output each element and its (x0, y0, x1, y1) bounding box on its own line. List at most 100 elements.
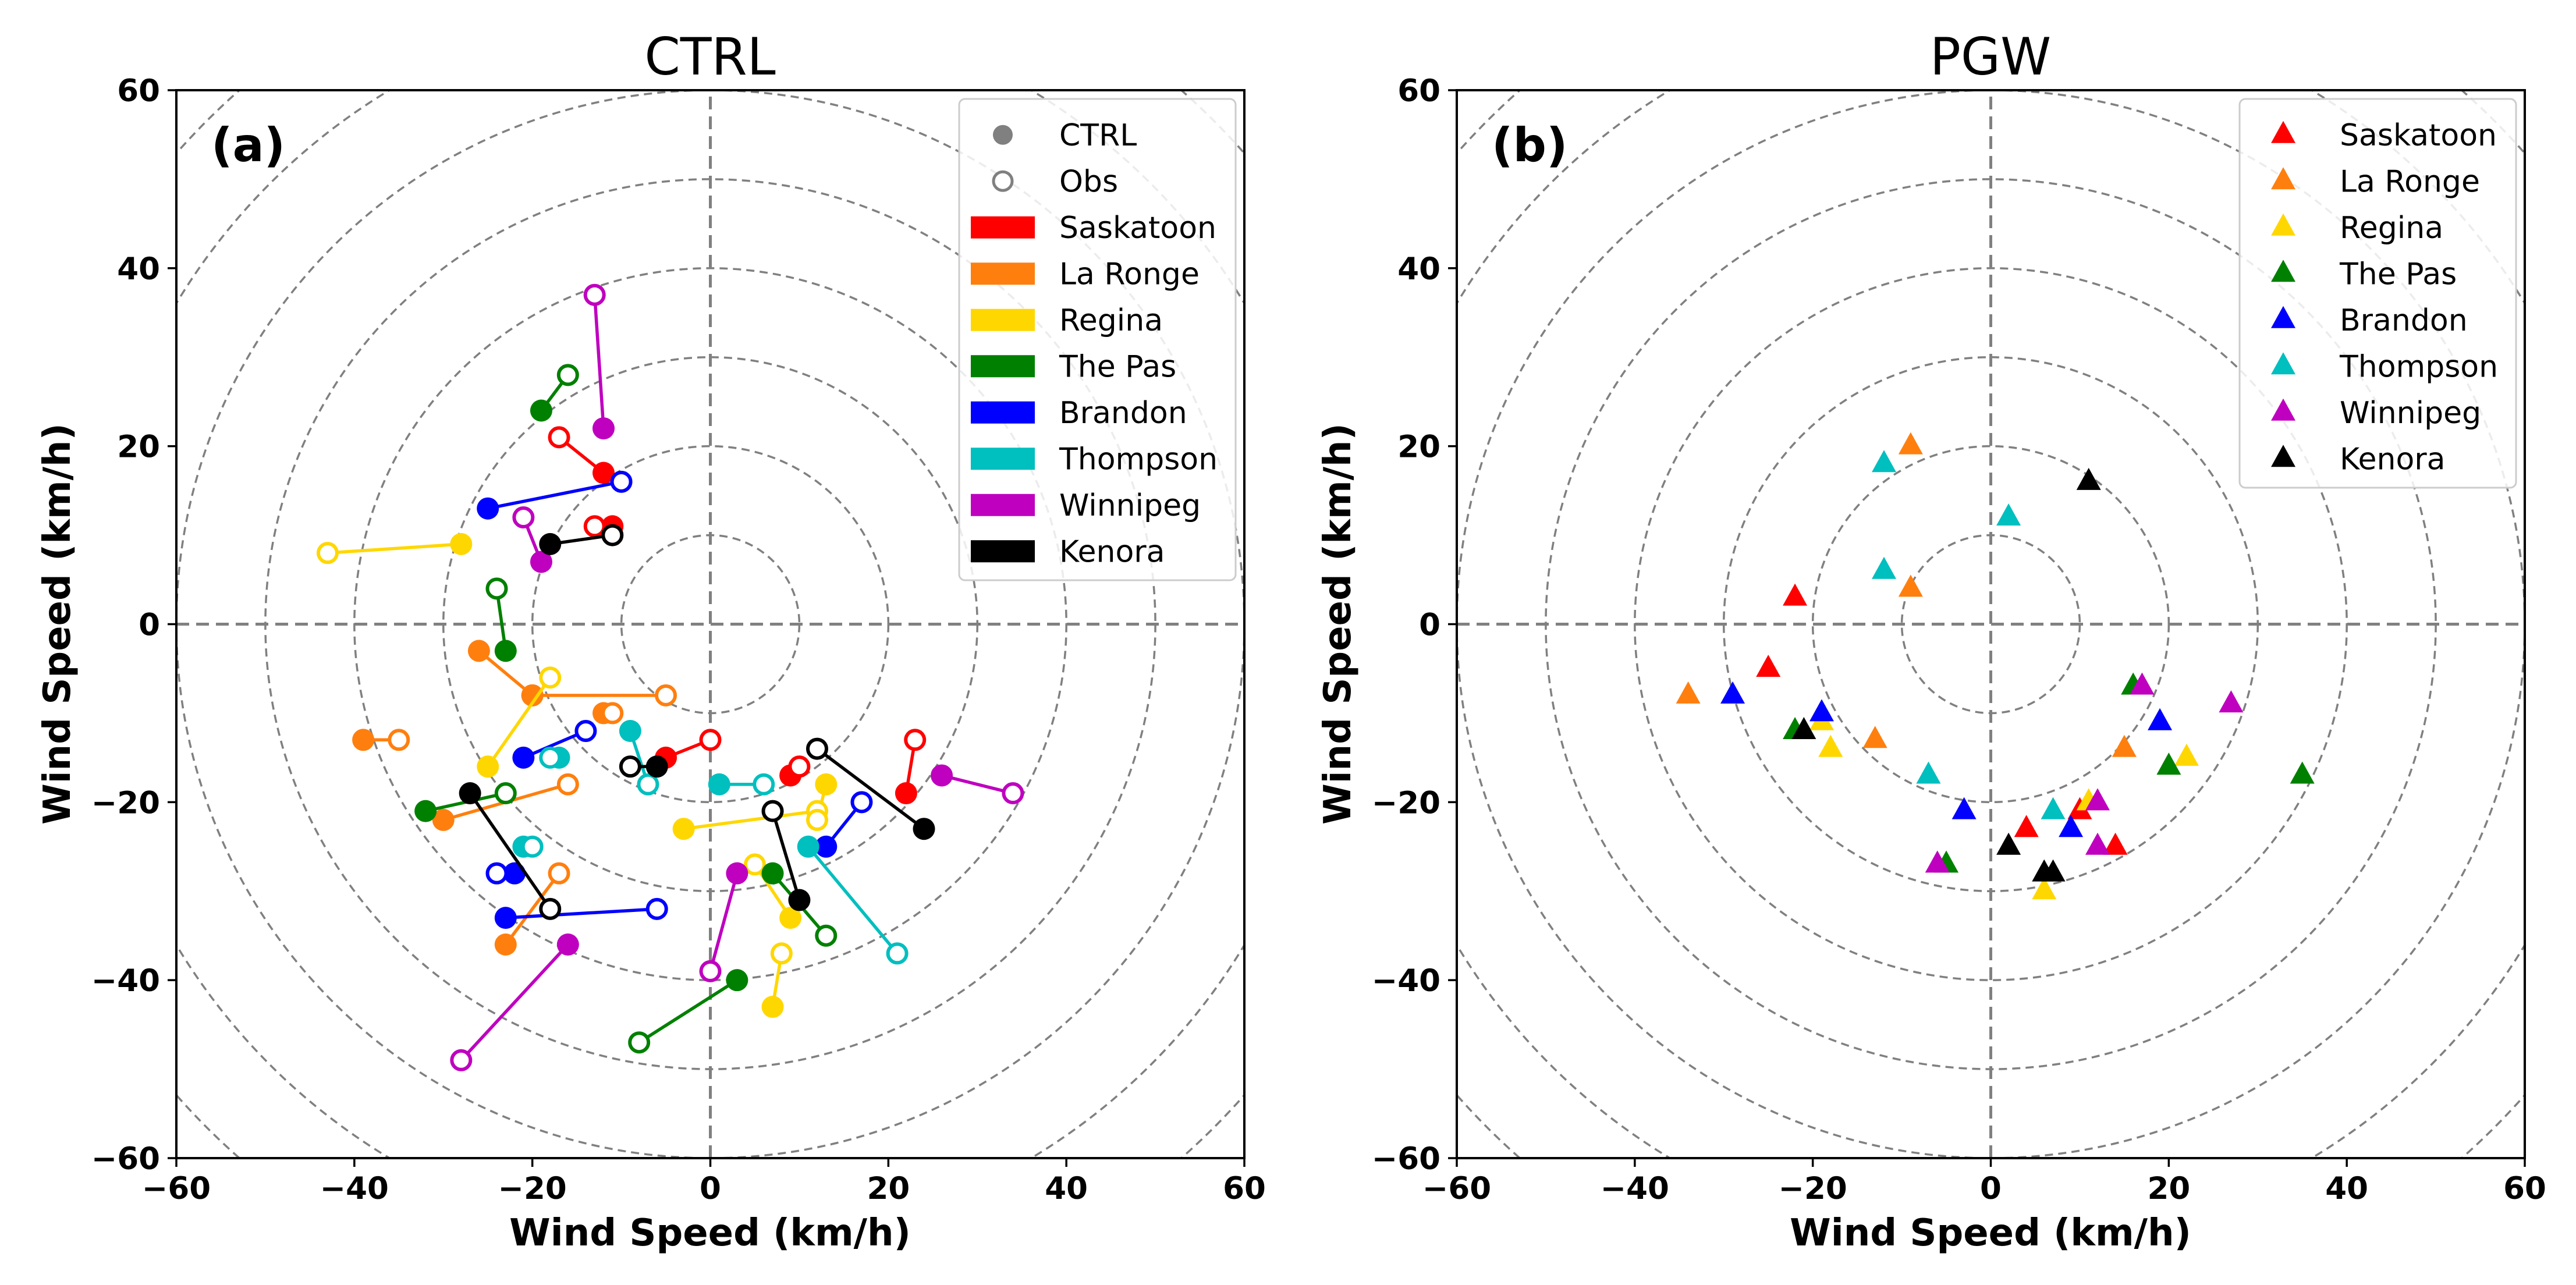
pgw-saskatoon-point-4 (2103, 832, 2128, 855)
ctrl-regina-obs-point-5 (806, 808, 828, 831)
pgw-the-pas-point-4 (2290, 761, 2315, 784)
ctrl-brandon-link-0 (487, 480, 622, 510)
ctrl-winnipeg-obs-point-2 (450, 1049, 473, 1071)
ctrl-kenora-ctrl-point-2 (459, 782, 481, 805)
ctrl-legend: CTRL Obs Saskatoon La Ronge Regina The Pas Bra… (958, 98, 1237, 581)
ctrl-data-marks (316, 283, 1024, 1071)
ctrl-y-tick-label-2: −20 (91, 785, 160, 821)
ctrl-regina-ctrl-point-0 (450, 533, 473, 555)
ctrl-legend-la-ronge-label: La Ronge (1059, 257, 1200, 292)
pgw-the-pas-point-3 (2156, 752, 2181, 775)
ctrl-legend-kenora-label: Kenora (1059, 534, 1165, 569)
ctrl-winnipeg-ctrl-point-4 (931, 764, 953, 787)
ctrl-saskatoon-obs-point-4 (904, 729, 927, 751)
pgw-panel-label: (b) (1492, 118, 1567, 172)
ctrl-winnipeg-link-2 (460, 943, 569, 1062)
ctrl-the-pas-ctrl-point-2 (414, 800, 437, 822)
pgw-x-tick-label-4: 20 (2147, 1171, 2190, 1206)
pgw-legend: Saskatoon La Ronge Regina The Pas Brandon Tho… (2238, 98, 2517, 489)
ctrl-y-tick-label-6: 60 (117, 73, 160, 109)
ctrl-legend-ctrl-label: CTRL (1059, 118, 1137, 153)
ctrl-la-ronge-link-1 (478, 649, 534, 697)
ctrl-legend-brandon-swatch (971, 401, 1035, 424)
pgw-x-tick-label-6: 60 (2503, 1171, 2546, 1206)
ctrl-brandon-obs-point-2 (645, 897, 668, 920)
pgw-y-tick-label-4: 20 (1397, 429, 1440, 465)
ctrl-x-axis-label: Wind Speed (km/h) (509, 1212, 911, 1255)
ctrl-winnipeg-ctrl-point-1 (530, 551, 552, 573)
pgw-x-tick-label-2: −20 (1779, 1171, 1847, 1206)
pgw-kenora-point-4 (2041, 859, 2066, 882)
ctrl-regina-obs-point-3 (743, 853, 766, 876)
pgw-legend-kenora-marker (2271, 445, 2295, 467)
ctrl-winnipeg-obs-point-3 (699, 960, 722, 982)
ctrl-legend-kenora-swatch (971, 540, 1035, 563)
pgw-kenora-point-0 (2076, 467, 2101, 490)
ctrl-regina-ctrl-point-5 (815, 773, 838, 796)
pgw-legend-saskatoon-marker (2271, 120, 2295, 143)
ctrl-x-tick-label-6: 60 (1223, 1171, 1266, 1206)
ctrl-regina-link-2 (683, 809, 818, 830)
ctrl-the-pas-ctrl-point-4 (761, 862, 784, 885)
ctrl-panel: CTRL −60−60 −40 −40 −20 −20 0 0 20 20 40 40 60 60 (a… (36, 27, 1266, 1255)
ctrl-brandon-obs-point-1 (574, 720, 597, 742)
pgw-axis-ticks: −60−60 −40 −40 −20 −20 0 0 20 20 40 40 60 60 (1372, 73, 2546, 1206)
pgw-x-axis-label: Wind Speed (km/h) (1790, 1212, 2191, 1255)
pgw-y-tick-label-1: −40 (1372, 963, 1440, 999)
ctrl-regina-ctrl-point-4 (761, 996, 784, 1018)
pgw-kenora-point-2 (1996, 832, 2021, 855)
pgw-legend-the-pas-marker (2271, 260, 2295, 282)
ctrl-the-pas-obs-point-3 (628, 1031, 651, 1054)
ctrl-brandon-link-1 (523, 729, 587, 759)
pgw-x-tick-label-0: −60 (1422, 1171, 1491, 1206)
ctrl-la-ronge-ctrl-point-2 (521, 684, 544, 707)
ctrl-the-pas-obs-point-4 (815, 924, 838, 947)
pgw-thompson-point-0 (1872, 450, 1896, 473)
pgw-legend-brandon-label: Brandon (2340, 303, 2468, 338)
ctrl-winnipeg-obs-point-1 (512, 506, 535, 528)
ctrl-saskatoon-obs-point-1 (583, 515, 606, 538)
pgw-y-tick-label-3: 0 (1419, 608, 1440, 643)
ctrl-legend-winnipeg-label: Winnipeg (1059, 488, 1201, 523)
pgw-la-ronge-point-2 (1676, 681, 1701, 704)
pgw-y-tick-label-5: 40 (1397, 251, 1440, 287)
ctrl-kenora-obs-point-1 (619, 755, 641, 778)
ctrl-panel-label: (a) (211, 118, 285, 172)
pgw-y-tick-label-6: 60 (1397, 73, 1440, 109)
pgw-legend-regina-marker (2271, 213, 2295, 236)
pgw-chart-title: PGW (1930, 27, 2051, 87)
pgw-la-ronge-point-4 (2112, 734, 2137, 757)
ctrl-x-tick-label-1: −40 (320, 1171, 389, 1206)
pgw-ring-40 (1634, 267, 2348, 981)
ctrl-legend-the-pas-label: The Pas (1059, 349, 1176, 384)
ctrl-y-axis-label: Wind Speed (km/h) (36, 423, 79, 825)
ctrl-legend-saskatoon-label: Saskatoon (1059, 211, 1216, 246)
pgw-la-ronge-point-0 (1898, 432, 1923, 455)
ctrl-axis-ticks: −60−60 −40 −40 −20 −20 0 0 20 20 40 40 60 60 (91, 73, 1266, 1206)
ctrl-la-ronge-obs-point-3 (556, 773, 579, 796)
ctrl-saskatoon-obs-point-3 (788, 755, 811, 778)
ctrl-la-ronge-link-4 (504, 872, 560, 946)
pgw-legend-winnipeg-label: Winnipeg (2340, 396, 2481, 431)
pgw-la-ronge-point-1 (1898, 574, 1923, 597)
pgw-saskatoon-point-2 (2014, 815, 2039, 837)
ctrl-thompson-link-4 (807, 846, 899, 955)
ctrl-winnipeg-obs-point-0 (583, 283, 606, 306)
pgw-legend-winnipeg-marker (2271, 398, 2295, 421)
ctrl-thompson-obs-point-0 (539, 746, 562, 769)
ctrl-kenora-obs-point-3 (761, 800, 784, 822)
ctrl-ring-40 (353, 267, 1067, 981)
pgw-legend-saskatoon-label: Saskatoon (2340, 118, 2497, 153)
ctrl-x-tick-label-3: 0 (700, 1171, 721, 1206)
ctrl-regina-ctrl-point-2 (672, 818, 695, 840)
ctrl-the-pas-obs-point-2 (494, 782, 517, 805)
ctrl-kenora-obs-point-0 (601, 524, 624, 546)
ctrl-legend-ctrl-marker (993, 125, 1013, 145)
pgw-winnipeg-point-3 (2130, 672, 2155, 695)
ctrl-la-ronge-ctrl-point-1 (467, 640, 490, 662)
ctrl-winnipeg-ctrl-point-2 (556, 933, 579, 956)
pgw-thompson-point-4 (2041, 797, 2066, 819)
ctrl-legend-winnipeg-swatch (971, 494, 1035, 516)
pgw-legend-kenora-label: Kenora (2340, 442, 2446, 477)
ctrl-saskatoon-obs-point-0 (548, 426, 570, 449)
